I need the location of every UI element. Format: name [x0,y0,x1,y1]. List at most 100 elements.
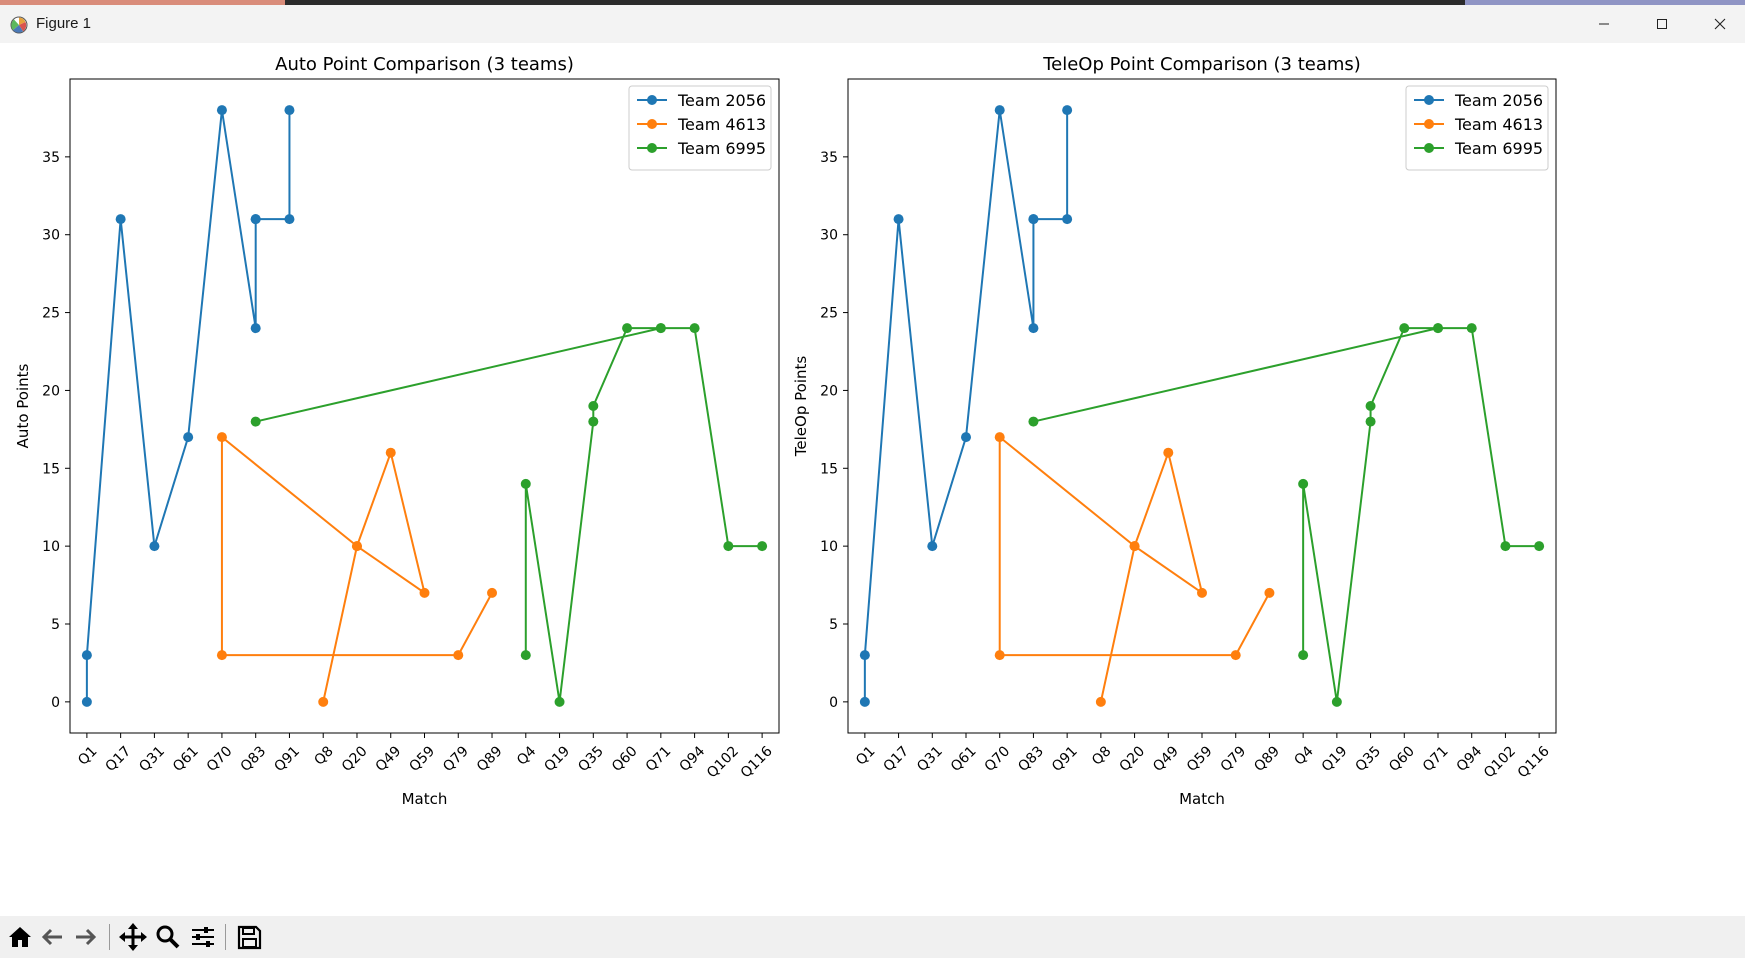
chart-2: TeleOp Point Comparison (3 teams)Q1 Q17 Q3… [792,54,1557,808]
data-point [859,696,870,707]
x-tick-label: Q4 [1291,743,1316,768]
data-point [622,323,633,334]
legend-marker [1424,95,1434,105]
data-point [183,432,194,443]
x-tick-label: Q116 [1515,743,1553,781]
data-point [1298,478,1309,489]
x-tick-label: Q4 [514,743,539,768]
y-tick-label: 30 [820,228,838,244]
data-point [520,478,531,489]
data-point [554,696,565,707]
chart-title: Auto Point Comparison (3 teams) [275,54,574,75]
data-point [1365,416,1376,427]
data-point [1028,323,1039,334]
configure-subplots-button[interactable] [188,922,218,952]
x-tick-label: Q59 [406,743,438,775]
x-tick-label: Q49 [1150,743,1182,775]
data-point [1534,541,1545,552]
y-tick-label: 15 [820,461,838,477]
x-tick-label: Q31 [914,743,946,775]
y-tick-label: 35 [820,150,838,166]
data-point [1500,541,1511,552]
toolbar-separator [225,924,226,950]
x-tick-label: Q79 [1218,743,1250,775]
x-tick-label: Q8 [1089,743,1114,768]
x-tick-label: Q35 [1352,743,1384,775]
legend-marker [1424,119,1434,129]
pan-icon [119,923,147,951]
x-tick-label: Q89 [1251,743,1283,775]
data-point [859,650,870,661]
configure-subplots-icon [192,927,214,947]
legend-entry: Team 4613 [677,115,766,134]
toolbar-separator [109,924,110,950]
x-tick-label: Q1 [75,743,100,768]
x-tick-label: Q102 [704,743,742,781]
maximize-icon [1657,19,1667,29]
x-tick-label: Q71 [643,743,675,775]
figure-canvas[interactable]: Auto Point Comparison (3 teams) Q1 Q17 Q31 Q… [2,43,1743,916]
x-tick-label: Q35 [575,743,607,775]
close-button[interactable] [1691,5,1745,43]
navigation-toolbar [0,916,1745,958]
y-tick-label: 0 [829,695,838,711]
data-point [216,105,227,116]
x-tick-label: Q116 [738,743,776,781]
window-titlebar[interactable]: Figure 1 [0,5,1745,43]
data-point [757,541,768,552]
x-tick-label: Q102 [1481,743,1519,781]
chart-title: TeleOp Point Comparison (3 teams) [1042,54,1361,75]
data-point [1197,587,1207,598]
x-tick-label: Q17 [880,743,912,775]
desktop-strip-segment [0,0,285,5]
series-line [85,109,291,702]
x-tick-label: Q17 [103,743,135,775]
data-point [216,432,227,443]
data-point [1399,323,1410,334]
chart-1: Auto Point Comparison (3 teams)Q1 Q17 Q31 Q… [14,54,780,808]
data-point [1331,696,1342,707]
data-point [689,323,700,334]
x-tick-label: Q19 [541,743,573,775]
x-axis-label: Match [402,790,448,808]
minimize-button[interactable] [1575,5,1633,43]
x-tick-label: Q83 [1015,743,1047,775]
matplotlib-app-icon [10,16,28,34]
x-tick-label: Q61 [948,743,980,775]
data-point [216,650,227,661]
data-point [1028,416,1039,427]
data-point [318,696,329,707]
x-tick-label: Q89 [474,743,506,775]
data-point [1298,650,1309,661]
data-point [81,650,92,661]
series-line [863,109,1069,702]
forward-arrow-icon [76,928,97,946]
desktop-strip-segment [1465,0,1745,5]
data-point [1062,214,1073,225]
y-axis-label: TeleOp Points [792,356,810,458]
maximize-button[interactable] [1633,5,1691,43]
x-tick-label: Q91 [271,743,303,775]
data-point [1365,401,1376,411]
x-tick-label: Q49 [373,743,405,775]
y-tick-label: 35 [42,150,60,166]
data-point [1163,447,1174,458]
pan-button[interactable] [118,922,148,952]
back-button[interactable] [38,922,68,952]
x-tick-label: Q8 [311,743,336,768]
data-point [961,432,971,443]
home-button[interactable] [5,922,35,952]
data-point [115,214,126,225]
y-tick-label: 10 [42,539,60,555]
zoom-button[interactable] [153,922,183,952]
forward-button[interactable] [70,922,100,952]
x-tick-label: Q20 [339,743,371,775]
data-point [1230,650,1241,661]
minimize-icon [1599,23,1609,25]
legend-marker [647,119,657,129]
x-tick-label: Q70 [204,743,236,775]
legend-entry: Team 6995 [1454,139,1543,158]
save-button[interactable] [234,922,264,952]
axes-frame [847,78,1557,734]
data-point [520,650,531,661]
